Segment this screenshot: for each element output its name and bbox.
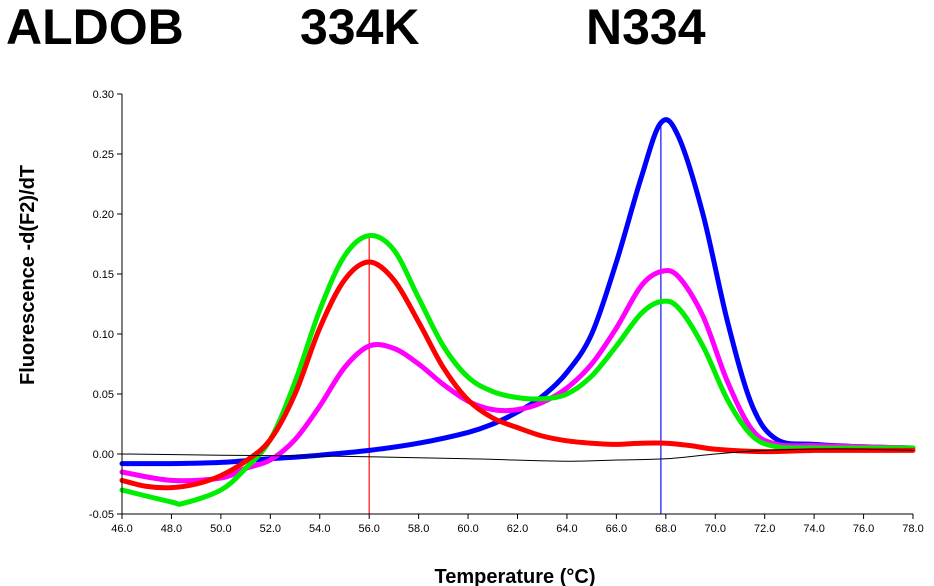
y-tick-label: 0.05	[93, 389, 114, 401]
series-line-1	[119, 117, 916, 467]
series-line-2	[119, 267, 916, 484]
x-axis-title: Temperature (°C)	[435, 566, 596, 586]
x-tick-label: 66.0	[606, 523, 627, 535]
x-tick-label: 74.0	[803, 523, 824, 535]
x-tick-label: 52.0	[260, 523, 281, 535]
x-tick-label: 56.0	[358, 523, 379, 535]
x-tick-label: 50.0	[210, 523, 231, 535]
y-tick-label: 0.25	[93, 149, 114, 161]
x-tick-label: 70.0	[705, 523, 726, 535]
series-line-5	[121, 448, 914, 462]
x-tick-label: 54.0	[309, 523, 330, 535]
x-tick-label: 46.0	[111, 523, 132, 535]
axes	[117, 93, 914, 519]
x-tick-label: 78.0	[902, 523, 923, 535]
x-tick-label: 60.0	[457, 523, 478, 535]
series-line-4	[119, 259, 916, 491]
gene-title: ALDOB	[6, 0, 184, 55]
x-tick-label: 58.0	[408, 523, 429, 535]
normal-allele-title: N334	[586, 0, 706, 55]
tick-labels: -0.05 0.00 0.05 0.10 0.15 0.20 0.25 0.30 46.0 48.…	[89, 89, 924, 535]
x-tick-label: 48.0	[161, 523, 182, 535]
y-tick-label: 0.15	[93, 269, 114, 281]
x-tick-label: 68.0	[655, 523, 676, 535]
y-tick-label: 0.30	[93, 89, 114, 101]
x-tick-label: 76.0	[853, 523, 874, 535]
y-tick-label: 0.20	[93, 209, 114, 221]
x-tick-label: 64.0	[556, 523, 577, 535]
x-tick-label: 72.0	[754, 523, 775, 535]
y-tick-label: -0.05	[89, 509, 114, 521]
y-axis-title: Fluorescence -d(F2)/dT	[17, 165, 39, 385]
y-tick-label: 0.10	[93, 329, 114, 341]
reference-lines	[368, 120, 662, 514]
y-tick-label: 0.00	[93, 449, 114, 461]
x-tick-label: 62.0	[507, 523, 528, 535]
series-layer	[119, 117, 916, 507]
mutant-allele-title: 334K	[300, 0, 420, 55]
